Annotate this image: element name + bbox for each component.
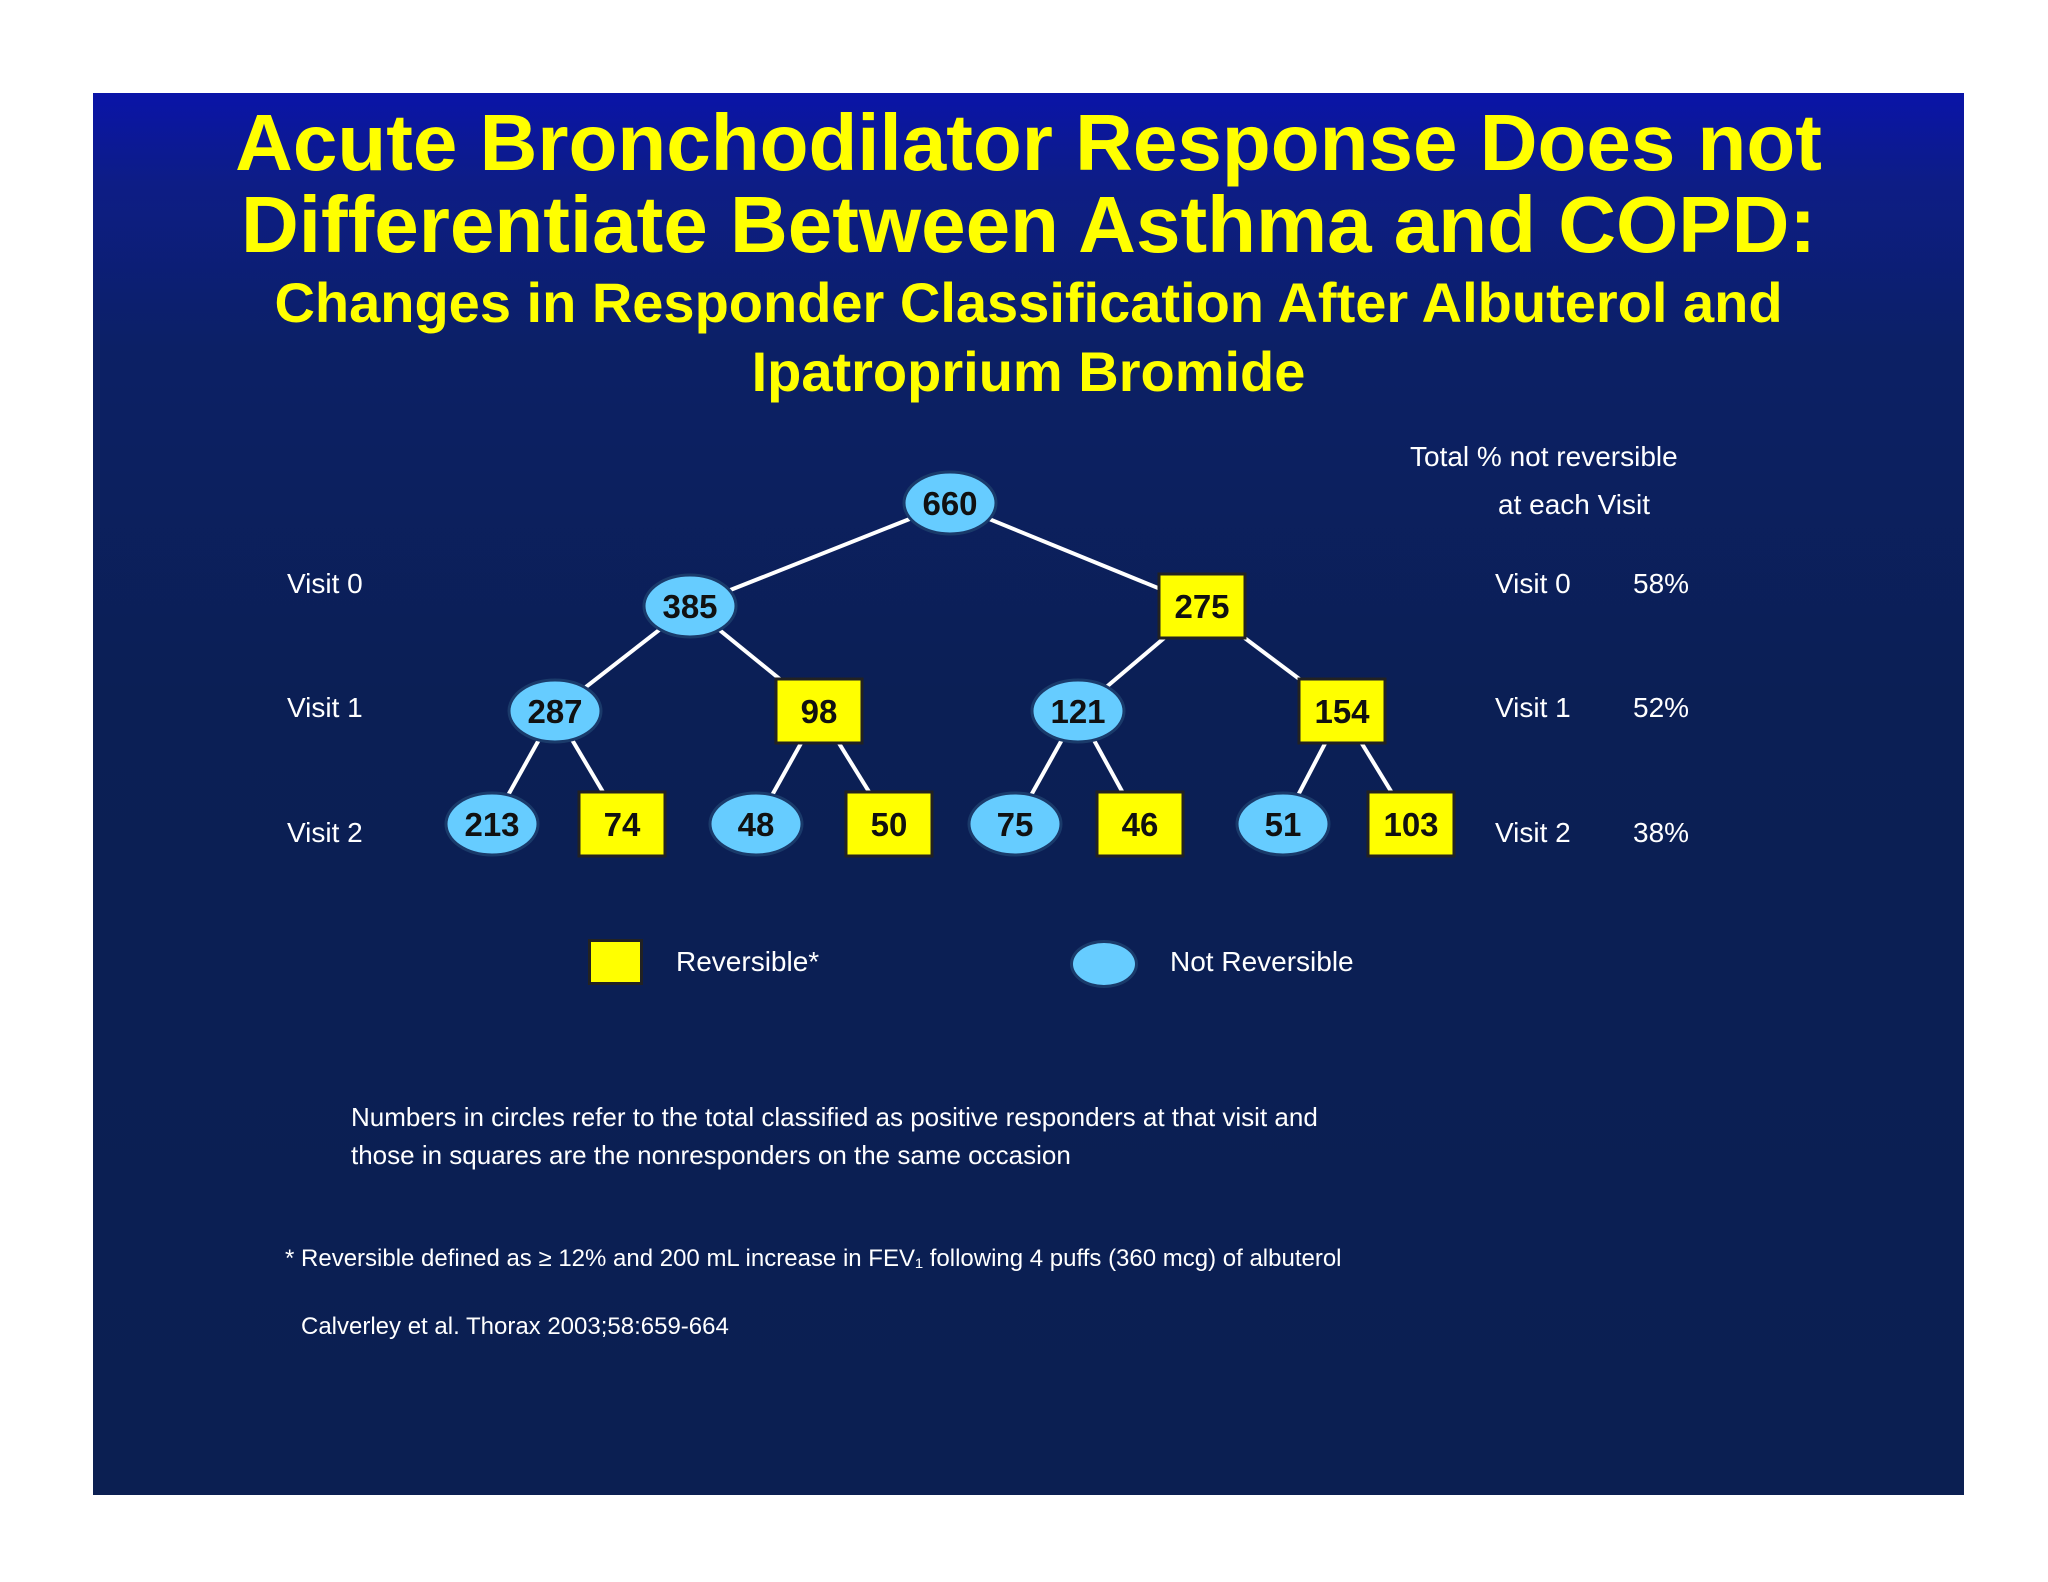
node-visit2-7: 103	[1366, 790, 1456, 858]
slide-subtitle-line1: Changes in Responder Classification Afte…	[274, 271, 1783, 334]
node-visit0-1: 275	[1157, 572, 1247, 640]
footnote: * Reversible defined as ≥ 12% and 200 mL…	[285, 1245, 1342, 1272]
node-visit2-7-value: 103	[1383, 806, 1438, 843]
node-visit1-0: 287	[507, 678, 603, 744]
slide-title-line1: Acute Bronchodilator Response Does not	[235, 98, 1822, 187]
header-right-line2: at each Visit	[1498, 489, 1651, 520]
node-visit2-5-value: 46	[1122, 806, 1159, 843]
node-visit2-1: 74	[577, 790, 667, 858]
node-visit1-3: 154	[1297, 677, 1387, 745]
visit-pct-2: 38%	[1633, 817, 1690, 848]
node-visit2-0: 213	[444, 791, 540, 857]
node-visit0-0: 385	[642, 573, 738, 639]
node-visit2-1-value: 74	[604, 806, 641, 843]
node-visit2-5: 46	[1095, 790, 1185, 858]
node-visit2-4-oval	[967, 791, 1063, 857]
slide-title-line2: Differentiate Between Asthma and COPD:	[240, 180, 1817, 269]
node-visit1-1: 98	[774, 677, 864, 745]
node-visit0-1-square	[1157, 572, 1247, 640]
node-visit0-0-value: 385	[662, 588, 717, 625]
node-visit2-4: 75	[967, 791, 1063, 857]
node-visit2-3-value: 50	[871, 806, 908, 843]
tree-nodes: 660 385 275 287 98 121 154 213 74 48 50 75 46 51 103	[444, 470, 1456, 858]
node-visit2-2-oval	[708, 791, 804, 857]
tree-edges	[490, 501, 1413, 826]
node-root-value: 660	[922, 485, 977, 522]
visit-pct-label-0: Visit 0	[1495, 568, 1571, 599]
note-line1: Numbers in circles refer to the total cl…	[351, 1102, 1318, 1132]
node-visit2-2: 48	[708, 791, 804, 857]
node-visit2-6: 51	[1235, 791, 1331, 857]
node-visit1-2-value: 121	[1050, 693, 1105, 730]
visit-label-1: Visit 1	[287, 692, 363, 723]
node-visit1-3-value: 154	[1314, 693, 1370, 730]
node-visit0-0-oval	[642, 573, 738, 639]
node-visit2-4-value: 75	[997, 806, 1034, 843]
node-visit1-2-oval	[1030, 678, 1126, 744]
note-line2: those in squares are the nonresponders o…	[351, 1140, 1071, 1170]
header-right-line1: Total % not reversible	[1410, 441, 1678, 472]
edge-root-v0-0	[689, 501, 951, 608]
node-visit1-1-square	[774, 677, 864, 745]
slide-subtitle-line2: Ipatroprium Bromide	[751, 340, 1306, 403]
slide: Acute Bronchodilator Response Does not D…	[93, 93, 1964, 1495]
responder-tree-diagram: 660 385 275 287 98 121 154 213 74 48 50 75 46 51 103	[444, 470, 1456, 858]
node-visit2-2-value: 48	[738, 806, 775, 843]
legend-reversible-label: Reversible*	[676, 946, 820, 977]
legend-not-reversible-label: Not Reversible	[1170, 946, 1354, 977]
node-visit2-0-oval	[444, 791, 540, 857]
node-visit2-1-square	[577, 790, 667, 858]
legend-square-swatch	[588, 939, 643, 985]
node-visit1-0-value: 287	[527, 693, 582, 730]
node-visit1-1-value: 98	[801, 693, 838, 730]
legend-oval-swatch	[1070, 940, 1138, 988]
node-visit2-6-oval	[1235, 791, 1331, 857]
visit-label-2: Visit 2	[287, 817, 363, 848]
visit-pct-label-1: Visit 1	[1495, 692, 1571, 723]
node-visit1-0-oval	[507, 678, 603, 744]
node-visit2-7-square	[1366, 790, 1456, 858]
node-root: 660	[902, 470, 998, 536]
node-visit2-3-square	[844, 790, 934, 858]
node-visit1-2: 121	[1030, 678, 1126, 744]
citation: Calverley et al. Thorax 2003;58:659-664	[301, 1313, 729, 1340]
node-visit2-0-value: 213	[464, 806, 519, 843]
visit-pct-0: 58%	[1633, 568, 1690, 599]
node-root-oval	[902, 470, 998, 536]
node-visit0-1-value: 275	[1174, 588, 1229, 625]
node-visit2-3: 50	[844, 790, 934, 858]
node-visit2-6-value: 51	[1265, 806, 1302, 843]
node-visit1-3-square	[1297, 677, 1387, 745]
visit-pct-1: 52%	[1633, 692, 1690, 723]
visit-label-0: Visit 0	[287, 568, 363, 599]
node-visit2-5-square	[1095, 790, 1185, 858]
visit-pct-label-2: Visit 2	[1495, 817, 1571, 848]
